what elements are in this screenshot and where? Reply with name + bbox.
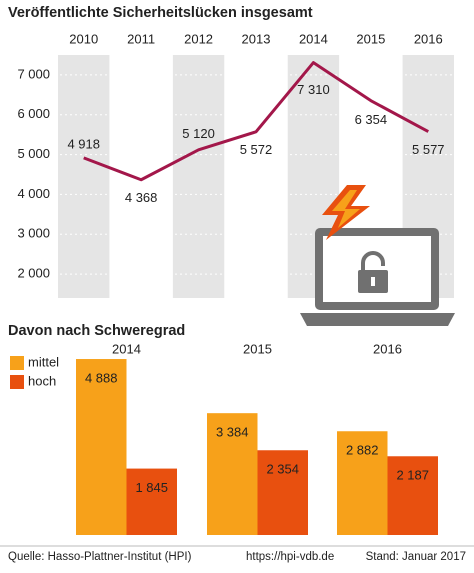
- value-label: 5 577: [412, 142, 445, 157]
- legend-swatch: [10, 375, 24, 389]
- y-tick-label: 6 000: [17, 106, 50, 121]
- x-tick-label: 2016: [414, 31, 443, 46]
- x-tick-label: 2014: [299, 31, 328, 46]
- footer-source: Quelle: Hasso-Plattner-Institut (HPI): [8, 551, 192, 563]
- chart-title: Veröffentlichte Sicherheitslücken insges…: [8, 5, 313, 21]
- value-label: 3 384: [216, 425, 249, 440]
- column-band: [58, 55, 110, 298]
- value-label: 4 888: [85, 370, 118, 385]
- legend-label: mittel: [28, 354, 59, 369]
- lock-shackle: [361, 251, 385, 272]
- lock-keyhole: [371, 277, 375, 286]
- x-tick-label: 2012: [184, 31, 213, 46]
- value-label: 1 845: [135, 480, 168, 495]
- footer-url: https://hpi-vdb.de: [246, 551, 334, 563]
- laptop-icon: [300, 185, 455, 326]
- x-tick-label: 2015: [356, 31, 385, 46]
- value-label: 5 120: [182, 126, 215, 141]
- line-chart: 2010 2011 2012 2013 2014 2015 2016 2 000 3 000 4 …: [17, 31, 444, 280]
- x-tick-label: 2016: [373, 341, 402, 356]
- value-label: 2 354: [266, 462, 299, 477]
- bar: [126, 468, 177, 535]
- line: [83, 61, 429, 182]
- value-label: 4 918: [67, 136, 100, 151]
- bar: [207, 413, 258, 535]
- x-tick-label: 2013: [242, 31, 271, 46]
- bar: [387, 456, 438, 535]
- bar: [257, 450, 308, 535]
- lightning-inner: [332, 190, 360, 228]
- value-label: 2 187: [396, 468, 429, 483]
- y-tick-label: 7 000: [17, 66, 50, 81]
- legend-label: hoch: [28, 373, 56, 388]
- bar: [76, 359, 127, 535]
- value-label: 4 368: [125, 190, 158, 205]
- bar-chart: 2014 2015 2016 mittel 4 888 3 384 2 882 hoch 1 8…: [10, 341, 438, 535]
- x-tick-label: 2010: [69, 31, 98, 46]
- y-tick-label: 5 000: [17, 146, 50, 161]
- laptop-base: [300, 313, 455, 326]
- x-tick-label: 2015: [243, 341, 272, 356]
- legend-swatch: [10, 356, 24, 370]
- value-label: 5 572: [240, 142, 273, 157]
- x-tick-label: 2011: [127, 31, 155, 46]
- x-tick-label: 2014: [112, 341, 141, 356]
- footer-date: Stand: Januar 2017: [366, 551, 466, 563]
- chart-title: Davon nach Schweregrad: [8, 323, 185, 339]
- column-band: [172, 55, 225, 298]
- value-label: 6 354: [355, 112, 388, 127]
- value-label: 2 882: [346, 443, 379, 458]
- bar: [337, 431, 388, 535]
- y-tick-label: 2 000: [17, 266, 50, 281]
- y-tick-label: 3 000: [17, 226, 50, 241]
- value-label: 7 310: [297, 82, 330, 97]
- y-tick-label: 4 000: [17, 186, 50, 201]
